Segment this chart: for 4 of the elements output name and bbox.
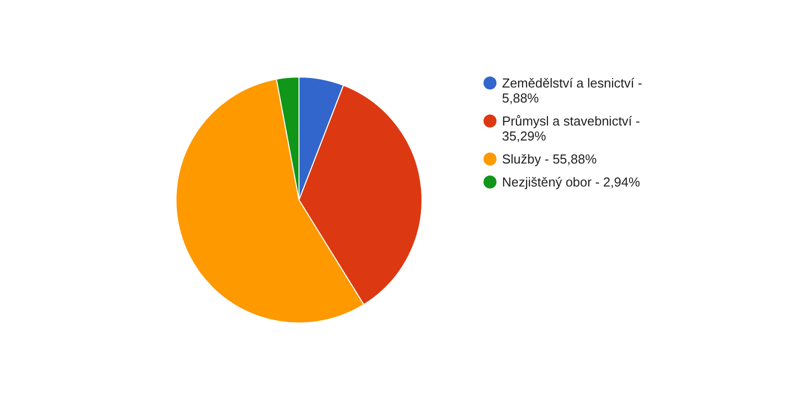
legend-label: Nezjištěný obor - 2,94% bbox=[502, 174, 640, 190]
legend-label: Služby - 55,88% bbox=[502, 152, 598, 166]
legend-label: Průmysl a stavebnictví - 35,29% bbox=[502, 114, 640, 144]
legend-label: Zemědělství a lesnictví - 5,88% bbox=[502, 76, 642, 106]
